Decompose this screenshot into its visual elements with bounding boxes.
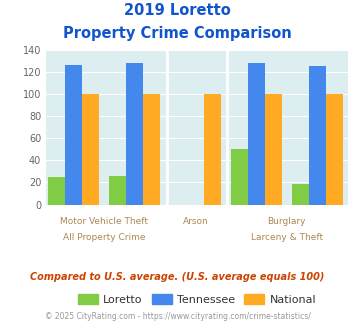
Text: Arson: Arson xyxy=(182,217,208,226)
Text: Property Crime Comparison: Property Crime Comparison xyxy=(63,26,292,41)
Text: All Property Crime: All Property Crime xyxy=(62,233,145,242)
Text: Larceny & Theft: Larceny & Theft xyxy=(251,233,323,242)
Bar xyxy=(65,65,82,205)
Bar xyxy=(126,63,143,205)
Text: Motor Vehicle Theft: Motor Vehicle Theft xyxy=(60,217,148,226)
Bar xyxy=(248,63,265,205)
Text: Burglary: Burglary xyxy=(268,217,306,226)
Bar xyxy=(265,94,282,205)
Bar xyxy=(48,177,65,205)
Bar xyxy=(82,94,99,205)
Bar xyxy=(109,176,126,205)
Bar xyxy=(309,66,326,205)
Bar xyxy=(231,149,248,205)
Bar xyxy=(204,94,221,205)
Text: © 2025 CityRating.com - https://www.cityrating.com/crime-statistics/: © 2025 CityRating.com - https://www.city… xyxy=(45,312,310,321)
Bar xyxy=(292,183,309,205)
Text: 2019 Loretto: 2019 Loretto xyxy=(124,3,231,18)
Bar xyxy=(326,94,343,205)
Bar xyxy=(143,94,160,205)
Text: Compared to U.S. average. (U.S. average equals 100): Compared to U.S. average. (U.S. average … xyxy=(30,272,325,282)
Legend: Loretto, Tennessee, National: Loretto, Tennessee, National xyxy=(74,291,320,308)
